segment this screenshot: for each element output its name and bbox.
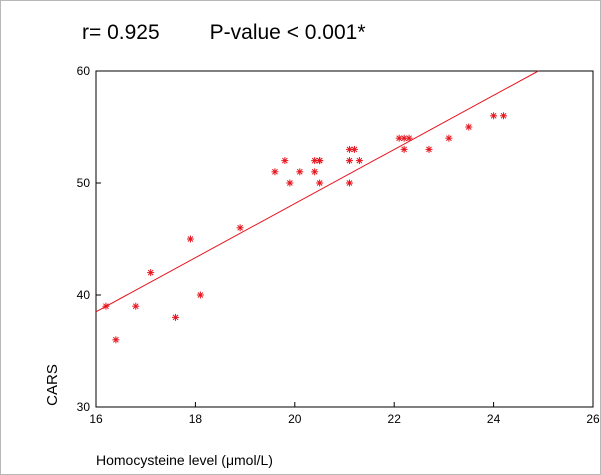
y-tick-label: 30 bbox=[77, 400, 91, 414]
data-point bbox=[281, 157, 289, 165]
data-points bbox=[102, 112, 508, 344]
y-axis-label: CARS bbox=[44, 364, 61, 406]
regression-line bbox=[95, 70, 539, 313]
x-axis-label: Homocysteine level (μmol/L) bbox=[96, 452, 273, 468]
data-point bbox=[286, 179, 294, 187]
y-tick-label: 60 bbox=[77, 64, 91, 78]
x-tick-label: 16 bbox=[89, 412, 103, 426]
data-point bbox=[316, 157, 324, 165]
data-point bbox=[405, 134, 413, 142]
data-point bbox=[445, 134, 453, 142]
y-tick-label: 40 bbox=[77, 288, 91, 302]
data-point bbox=[345, 157, 353, 165]
x-tick-label: 24 bbox=[487, 412, 501, 426]
data-point bbox=[102, 302, 110, 310]
data-point bbox=[196, 291, 204, 299]
x-tick-label: 26 bbox=[586, 412, 600, 426]
data-point bbox=[236, 224, 244, 232]
y-tick-label: 50 bbox=[77, 176, 91, 190]
data-point bbox=[316, 179, 324, 187]
data-point bbox=[490, 112, 498, 120]
data-point bbox=[400, 134, 408, 142]
data-point bbox=[186, 235, 194, 243]
p-value-text: P-value < 0.001* bbox=[209, 21, 366, 44]
data-point bbox=[500, 112, 508, 120]
data-point bbox=[311, 168, 319, 176]
data-point bbox=[400, 145, 408, 153]
data-point bbox=[271, 168, 279, 176]
data-point bbox=[112, 336, 120, 344]
correlation-text: r= 0.925 bbox=[82, 21, 160, 44]
x-tick-label: 20 bbox=[288, 412, 302, 426]
axis-ticks: 16 18 20 22 24 26 30 40 50 60 bbox=[77, 64, 600, 426]
data-point bbox=[465, 123, 473, 131]
plot-area bbox=[95, 70, 594, 408]
data-point bbox=[355, 157, 363, 165]
data-point bbox=[296, 168, 304, 176]
regression-line-group bbox=[95, 70, 539, 313]
data-point bbox=[345, 179, 353, 187]
x-tick-label: 18 bbox=[189, 412, 203, 426]
data-point bbox=[425, 145, 433, 153]
chart-header: r= 0.925 P-value < 0.001* bbox=[82, 21, 366, 45]
data-point bbox=[132, 302, 140, 310]
data-point bbox=[172, 313, 180, 321]
data-point bbox=[147, 269, 155, 277]
data-point bbox=[345, 145, 353, 153]
x-tick-label: 22 bbox=[388, 412, 402, 426]
data-point bbox=[350, 145, 358, 153]
